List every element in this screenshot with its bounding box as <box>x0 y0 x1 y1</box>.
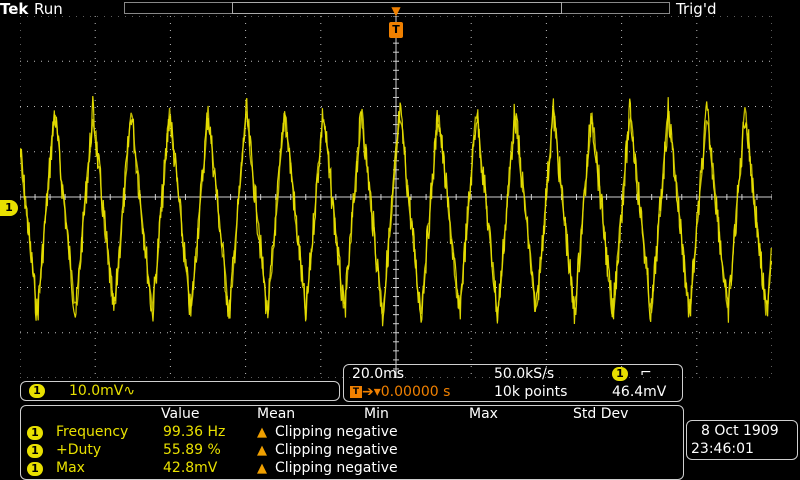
warning-icon: ▲ <box>257 425 267 440</box>
channel-scale: 10.0mV∿ <box>69 383 136 399</box>
timebase-readout[interactable]: 20.0ms 50.0kS/s 1 ⌐ T ➔▾0.00000 s 10k poi… <box>343 364 683 402</box>
time: 23:46:01 <box>691 441 754 457</box>
channel-badge: 1 <box>27 444 43 458</box>
measurement-name: +Duty <box>56 442 102 458</box>
record-view-window[interactable] <box>232 2 562 14</box>
measurement-value: 99.36 Hz <box>163 424 226 440</box>
status-bar: Tek Run ▼ Trig'd <box>0 0 800 20</box>
record-length: 10k points <box>494 384 568 400</box>
channel-1-ground-marker[interactable]: 1 <box>0 200 18 216</box>
col-value: Value <box>161 406 200 422</box>
measurement-row[interactable]: 1 +Duty 55.89 % ▲ Clipping negative <box>21 442 681 460</box>
measurement-mean: Clipping negative <box>275 460 398 476</box>
brand-logo: Tek <box>0 0 29 18</box>
trigger-position-icon: ▼ <box>391 4 401 18</box>
channel-badge: 1 <box>27 462 43 476</box>
time-per-div: 20.0ms <box>352 366 405 382</box>
warning-icon: ▲ <box>257 443 267 458</box>
measurement-mean: Clipping negative <box>275 442 398 458</box>
trigger-position: T ➔▾0.00000 s <box>350 384 450 400</box>
trigger-slope-icon: ⌐ <box>640 365 652 381</box>
col-mean: Mean <box>257 406 296 422</box>
warning-icon: ▲ <box>257 461 267 476</box>
measurement-name: Frequency <box>56 424 129 440</box>
col-min: Min <box>364 406 389 422</box>
date: 8 Oct 1909 <box>701 423 779 439</box>
trigger-state: Trig'd <box>676 0 717 18</box>
measurement-mean: Clipping negative <box>275 424 398 440</box>
col-max: Max <box>469 406 498 422</box>
measurement-name: Max <box>56 460 85 476</box>
datetime-readout[interactable]: 8 Oct 1909 23:46:01 <box>686 420 798 460</box>
channel-badge: 1 <box>29 384 45 398</box>
waveform-trace <box>20 105 772 322</box>
waveform-display[interactable] <box>20 16 772 378</box>
measurement-value: 55.89 % <box>163 442 221 458</box>
acquisition-state: Run <box>34 0 63 18</box>
channel-readout[interactable]: 1 10.0mV∿ <box>20 381 340 401</box>
sample-rate: 50.0kS/s <box>494 366 555 382</box>
col-std-dev: Std Dev <box>573 406 629 422</box>
measurement-value: 42.8mV <box>163 460 218 476</box>
graticule <box>20 16 772 378</box>
trigger-marker[interactable]: T <box>389 22 403 38</box>
waveform-trace <box>20 95 772 327</box>
channel-badge: 1 <box>27 426 43 440</box>
measurement-panel[interactable]: Value Mean Min Max Std Dev 1 Frequency 9… <box>20 405 684 480</box>
coupling-icon: ∿ <box>123 383 136 399</box>
measurement-row[interactable]: 1 Max 42.8mV ▲ Clipping negative <box>21 460 681 478</box>
trigger-level: 46.4mV <box>612 384 667 400</box>
measurement-row[interactable]: 1 Frequency 99.36 Hz ▲ Clipping negative <box>21 424 681 442</box>
trigger-source-badge: 1 <box>612 365 628 381</box>
